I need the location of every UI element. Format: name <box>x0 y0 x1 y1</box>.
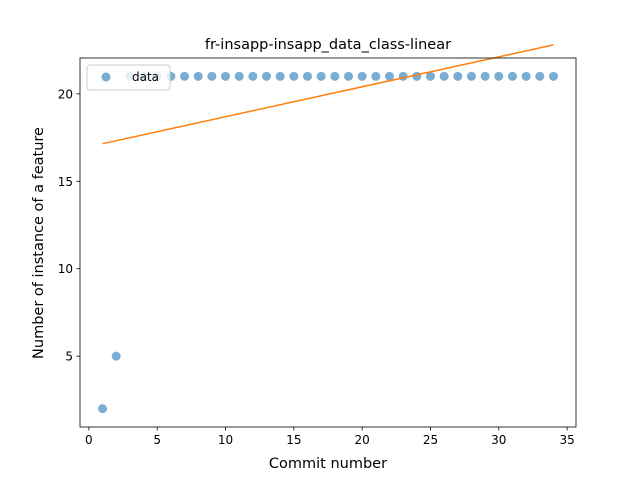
axes-frame <box>79 57 577 428</box>
data-point <box>98 404 108 414</box>
data-point <box>507 71 517 81</box>
data-point <box>316 71 326 81</box>
y-tick-label: 10 <box>58 262 73 276</box>
y-tick-label: 5 <box>65 350 73 364</box>
data-point <box>234 71 244 81</box>
x-axis-label: Commit number <box>269 456 387 472</box>
x-tick-label: 5 <box>153 433 161 447</box>
data-point <box>439 71 449 81</box>
y-tick-label: 15 <box>58 175 73 189</box>
legend: data <box>86 64 171 91</box>
legend-label-data: data <box>132 70 159 84</box>
data-point <box>303 71 313 81</box>
data-point <box>221 71 231 81</box>
data-point <box>425 71 435 81</box>
y-axis-label: Number of instance of a feature <box>31 127 47 359</box>
data-point <box>289 71 299 81</box>
data-point <box>330 71 340 81</box>
legend-box <box>86 64 171 91</box>
x-tick-label: 15 <box>286 433 301 447</box>
fit-line <box>102 44 554 145</box>
x-axis-ticks: 0 5 10 15 20 25 30 35 <box>85 427 575 447</box>
data-point <box>343 71 353 81</box>
data-point <box>193 71 203 81</box>
data-point <box>535 71 545 81</box>
chart-title: fr-insapp-insapp_data_class-linear <box>205 37 451 53</box>
x-tick-label: 30 <box>491 433 506 447</box>
x-tick-label: 20 <box>355 433 370 447</box>
x-tick-label: 35 <box>559 433 574 447</box>
data-point <box>494 71 504 81</box>
data-point <box>180 71 190 81</box>
data-point <box>453 71 463 81</box>
data-point <box>275 71 285 81</box>
data-point <box>111 351 121 361</box>
x-tick-label: 10 <box>218 433 233 447</box>
y-axis-ticks: 5 10 15 20 <box>58 87 80 364</box>
data-point <box>521 71 531 81</box>
legend-marker-data <box>101 72 111 82</box>
data-point <box>357 71 367 81</box>
x-tick-label: 0 <box>85 433 93 447</box>
data-point <box>480 71 490 81</box>
data-point <box>466 71 476 81</box>
y-tick-label: 20 <box>58 87 73 101</box>
data-point <box>248 71 258 81</box>
data-point <box>207 71 217 81</box>
data-point <box>262 71 272 81</box>
data-point <box>412 71 422 81</box>
x-tick-label: 25 <box>423 433 438 447</box>
data-point <box>548 71 558 81</box>
data-point <box>384 71 394 81</box>
data-point <box>371 71 381 81</box>
